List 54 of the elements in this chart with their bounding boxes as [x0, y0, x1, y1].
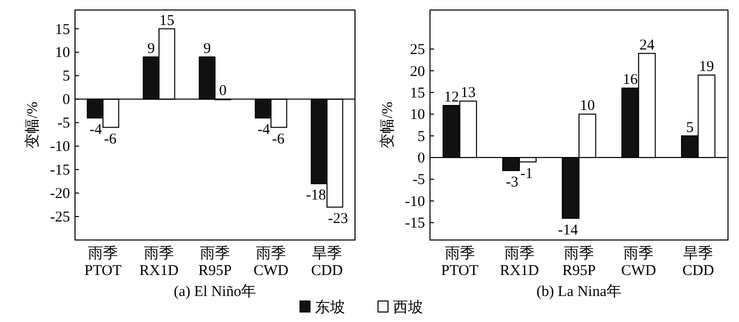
y-tick-label: -10 — [405, 194, 425, 210]
y-tick-label: 5 — [62, 68, 70, 85]
x-axis-title: (a) El Niño年 — [174, 283, 256, 300]
x-tick-label: 雨季 R95P — [198, 245, 232, 279]
legend-label: 东坡 — [315, 299, 345, 316]
data-label: 10 — [580, 98, 595, 114]
y-tick-label: -5 — [58, 116, 70, 132]
data-label: -3 — [506, 174, 518, 191]
data-label: 9 — [147, 40, 155, 57]
y-tick-label: 15 — [55, 22, 70, 38]
data-label: -23 — [328, 211, 348, 228]
data-label: 9 — [203, 40, 211, 57]
y-axis-title: 变幅/% — [24, 102, 41, 148]
x-tick-label: 雨季 PTOT — [441, 245, 478, 279]
x-tick-label: 雨季 PTOT — [84, 245, 122, 279]
x-tick-label: 雨季 CWD — [621, 245, 656, 279]
y-tick-label: -10 — [50, 139, 70, 156]
data-label: 0 — [219, 83, 227, 100]
data-label: -14 — [558, 222, 578, 238]
y-tick-label: -20 — [50, 186, 70, 202]
y-tick-label: 10 — [410, 107, 425, 124]
x-tick-label: 雨季 R95P — [562, 245, 596, 279]
y-tick-label: 20 — [410, 64, 425, 80]
y-tick-label: 10 — [55, 45, 70, 62]
y-tick-label: -15 — [405, 216, 425, 232]
data-label: -6 — [104, 131, 117, 148]
data-label: 13 — [460, 85, 476, 102]
data-label: 5 — [686, 120, 694, 136]
data-label: -1 — [520, 166, 533, 182]
y-axis-title: 变幅/% — [379, 102, 396, 148]
y-tick-label: -25 — [50, 210, 70, 226]
y-tick-label: 0 — [62, 92, 70, 108]
data-label: 24 — [639, 37, 655, 54]
data-label: -18 — [306, 188, 326, 204]
y-tick-label: 5 — [418, 128, 425, 145]
y-tick-label: 15 — [410, 85, 425, 102]
data-label: -6 — [272, 131, 285, 148]
data-label: 15 — [159, 12, 174, 29]
data-label: 19 — [699, 59, 714, 76]
x-tick-label: 雨季 RX1D — [500, 245, 540, 279]
x-tick-label: 雨季 CWD — [254, 245, 289, 279]
y-tick-label: 25 — [410, 42, 425, 58]
x-tick-label: 旱季 CDD — [311, 245, 343, 279]
data-label: 16 — [622, 72, 638, 88]
data-label: -4 — [90, 122, 102, 138]
data-label: -4 — [258, 122, 270, 138]
y-tick-label: 0 — [418, 150, 425, 167]
x-tick-label: 雨季 RX1D — [139, 245, 179, 279]
data-label: 12 — [444, 89, 459, 106]
legend-label: 西坡 — [393, 299, 423, 316]
x-tick-label: 旱季 CDD — [682, 245, 714, 279]
x-axis-title: (b) La Nina年 — [536, 283, 622, 300]
y-tick-label: -5 — [412, 172, 425, 188]
y-tick-label: -15 — [50, 162, 70, 179]
